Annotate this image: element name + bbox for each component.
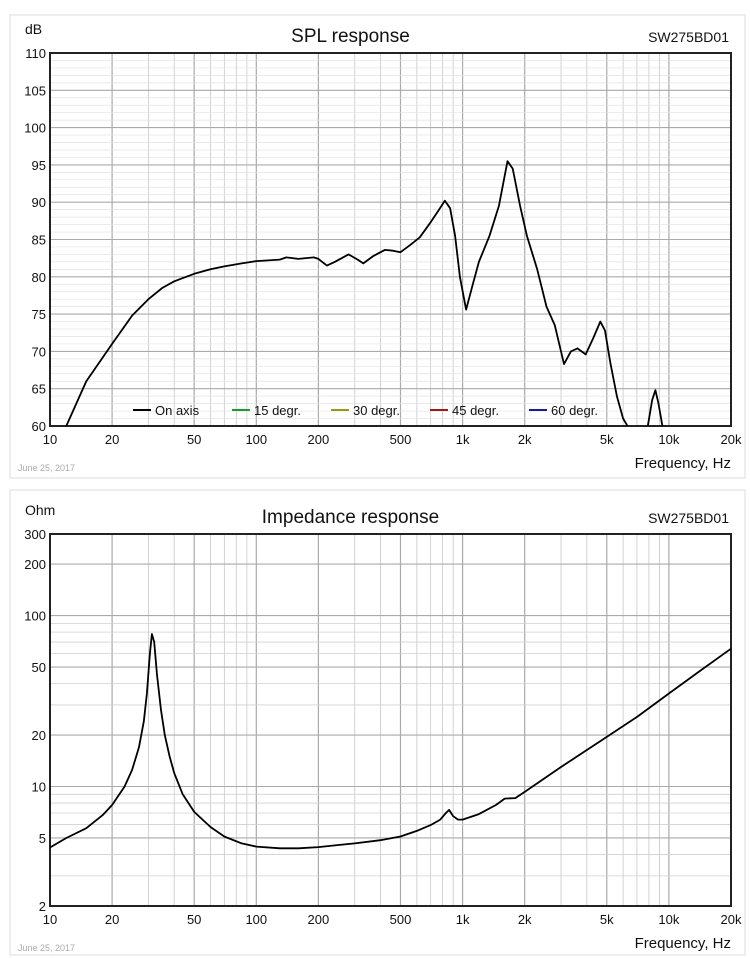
- x-tick-label: 10: [43, 912, 57, 927]
- y-tick-label: 90: [32, 195, 46, 210]
- plot-border: [49, 533, 732, 907]
- chart-title: SPL response: [291, 26, 410, 47]
- series-line-impedance: [50, 633, 731, 850]
- y-tick-label: 2: [39, 899, 46, 914]
- y-tick-label: 20: [32, 728, 46, 743]
- y-tick-label: 70: [32, 344, 46, 359]
- chart-title: Impedance response: [262, 507, 439, 528]
- series-line-on-axis: [646, 389, 664, 426]
- x-tick-label: 20: [105, 432, 119, 447]
- panel-frame: [9, 14, 746, 479]
- x-tick-label: 500: [390, 432, 412, 447]
- x-tick-label: 20: [105, 912, 119, 927]
- y-tick-label: 100: [24, 609, 46, 624]
- spl-chart: 10 20 50 100 200 500 1k 2k 5k 10k 20k 60 65 70 75 80 85 9…: [9, 14, 746, 479]
- x-tick-label: 20k: [721, 432, 742, 447]
- impedance-chart: 10 20 50 100 200 500 1k 2k 5k 10k 20k 2 5 10 20 50 100 20…: [9, 489, 746, 956]
- x-tick-label: 1k: [456, 912, 470, 927]
- x-tick-label: 20k: [721, 912, 742, 927]
- y-tick-label: 100: [24, 121, 46, 136]
- x-tick-label: 10k: [658, 432, 679, 447]
- y-axis-label: Ohm: [25, 502, 55, 518]
- legend-label: 15 degr.: [254, 403, 301, 418]
- series-line-on-axis: [65, 160, 629, 426]
- legend-label: 45 degr.: [452, 403, 499, 418]
- x-tick-label: 2k: [518, 432, 532, 447]
- y-tick-label: 5: [39, 831, 46, 846]
- y-tick-label: 50: [32, 660, 46, 675]
- x-tick-label: 50: [187, 912, 201, 927]
- x-tick-label: 1k: [456, 432, 470, 447]
- legend-label: 60 degr.: [551, 403, 598, 418]
- date-label: June 25, 2017: [18, 943, 75, 953]
- date-label: June 25, 2017: [18, 463, 75, 473]
- y-tick-label: 200: [24, 557, 46, 572]
- x-tick-label: 5k: [600, 432, 614, 447]
- x-tick-label: 200: [308, 912, 330, 927]
- x-tick-label: 10k: [658, 912, 679, 927]
- y-tick-label: 80: [32, 270, 46, 285]
- y-tick-label: 60: [32, 419, 46, 434]
- x-axis-label: Frequency, Hz: [635, 935, 731, 952]
- y-tick-label: 110: [25, 46, 46, 61]
- x-tick-label: 10: [43, 432, 57, 447]
- x-tick-label: 100: [245, 432, 267, 447]
- y-tick-label: 300: [24, 527, 46, 542]
- x-tick-label: 5k: [600, 912, 614, 927]
- model-label: SW275BD01: [648, 510, 729, 526]
- y-tick-label: 105: [24, 83, 46, 98]
- y-axis-label: dB: [25, 21, 42, 37]
- y-tick-label: 85: [32, 233, 46, 248]
- legend-label: On axis: [155, 403, 200, 418]
- y-tick-label: 65: [32, 382, 46, 397]
- plot-border: [49, 52, 732, 427]
- x-tick-label: 50: [187, 432, 201, 447]
- x-axis-label: Frequency, Hz: [635, 455, 731, 472]
- y-tick-label: 10: [32, 780, 46, 795]
- x-tick-label: 100: [245, 912, 267, 927]
- legend-label: 30 degr.: [353, 403, 400, 418]
- panel-frame: [9, 489, 746, 956]
- y-tick-label: 95: [32, 158, 46, 173]
- x-tick-label: 200: [308, 432, 330, 447]
- x-tick-label: 2k: [518, 912, 532, 927]
- y-tick-label: 75: [32, 307, 46, 322]
- model-label: SW275BD01: [648, 29, 729, 45]
- x-tick-label: 500: [390, 912, 412, 927]
